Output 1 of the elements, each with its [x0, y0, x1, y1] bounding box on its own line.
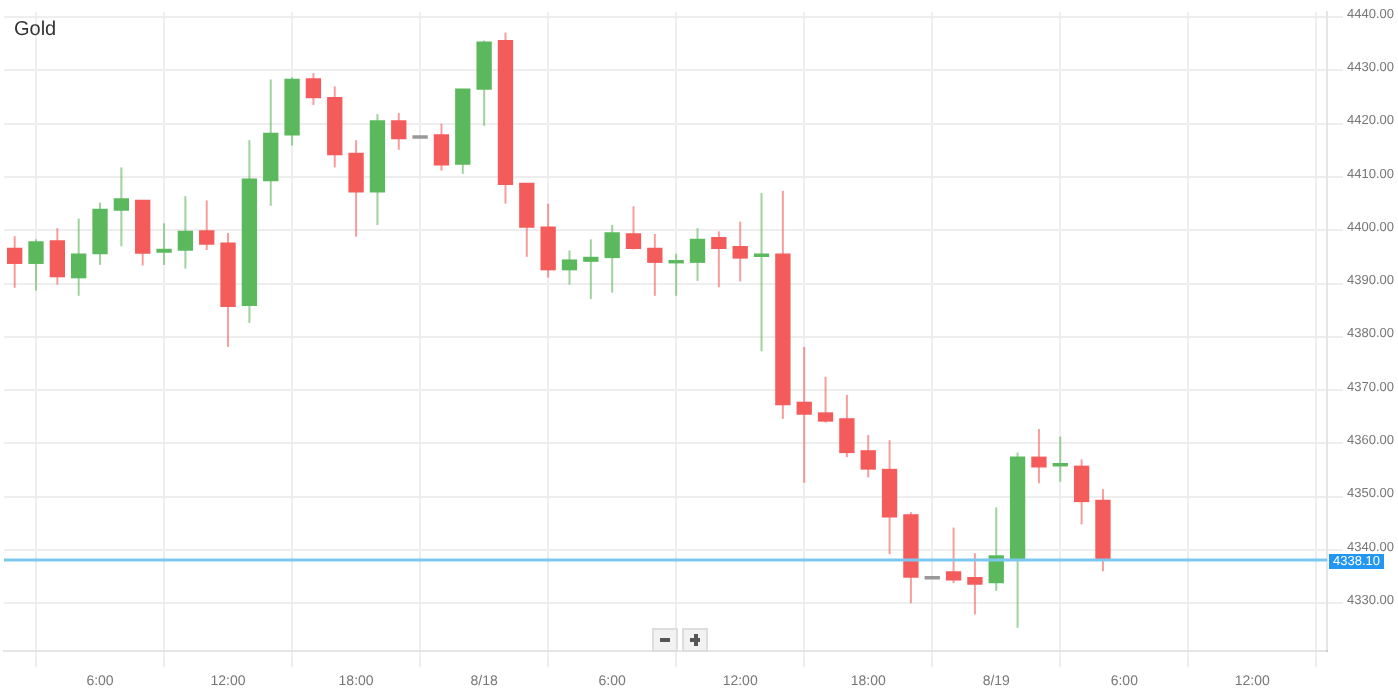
- chart-title: Gold: [14, 19, 57, 42]
